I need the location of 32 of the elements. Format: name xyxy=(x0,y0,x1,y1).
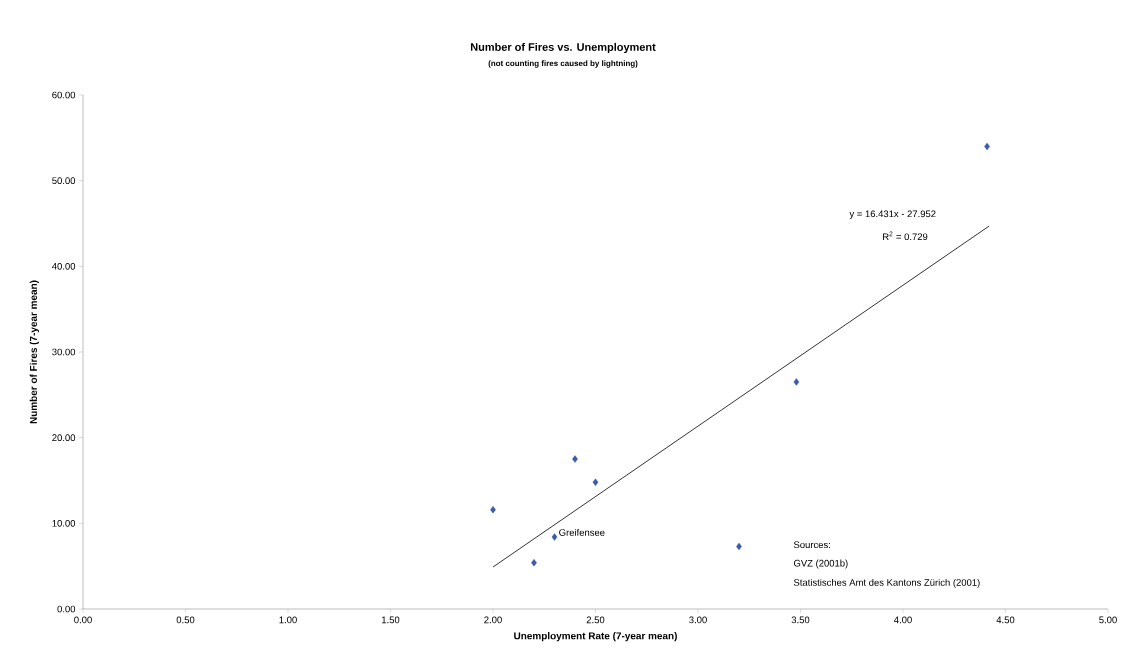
annotation: Statistisches Amt des Kantons Zürich (2001) xyxy=(793,578,980,588)
x-tick-label: 1.00 xyxy=(279,616,297,624)
x-axis-title: Unemployment Rate (7-year mean) xyxy=(514,632,677,642)
x-tick-label: 2.50 xyxy=(586,616,605,624)
y-tick-label: 30.00 xyxy=(52,348,76,356)
y-tick-label: 10.00 xyxy=(52,519,76,527)
annotation: GVZ (2001b) xyxy=(793,559,848,569)
x-tick-label: 3.50 xyxy=(791,616,810,624)
point xyxy=(572,455,578,463)
x-tick-label: 4.00 xyxy=(894,616,912,624)
point xyxy=(551,533,558,541)
annotation: R$^{2}$ = 0.729 xyxy=(883,231,928,241)
x-tick-label: 4.50 xyxy=(996,616,1015,624)
annotation: Sources: xyxy=(793,541,830,549)
x-tick-label: 2.00 xyxy=(484,616,502,624)
x-tick-label: 0.00 xyxy=(74,616,92,624)
y-tick-label: 0.00 xyxy=(57,605,76,613)
y-tick-label: 50.00 xyxy=(52,177,76,185)
x-tick-label: 1.50 xyxy=(382,616,400,624)
y-tick-label: 40.00 xyxy=(52,262,76,270)
annotation: y = 16.431x - 27.952 xyxy=(849,210,936,220)
point xyxy=(793,378,800,386)
x-tick-label: 5.00 xyxy=(1099,616,1117,624)
x-tick-label: 0.50 xyxy=(176,616,195,624)
point xyxy=(592,478,599,486)
y-tick-label: 20.00 xyxy=(52,434,76,442)
y-tick-label: 60.00 xyxy=(52,91,76,99)
point xyxy=(531,559,537,567)
annotation: Greifensee xyxy=(559,528,605,536)
chart-title: Number of Fires vs. Unemployment xyxy=(470,42,656,54)
x-tick-label: 3.00 xyxy=(689,616,707,624)
y-axis-title: Number of Fires (7-year mean) xyxy=(29,280,39,424)
